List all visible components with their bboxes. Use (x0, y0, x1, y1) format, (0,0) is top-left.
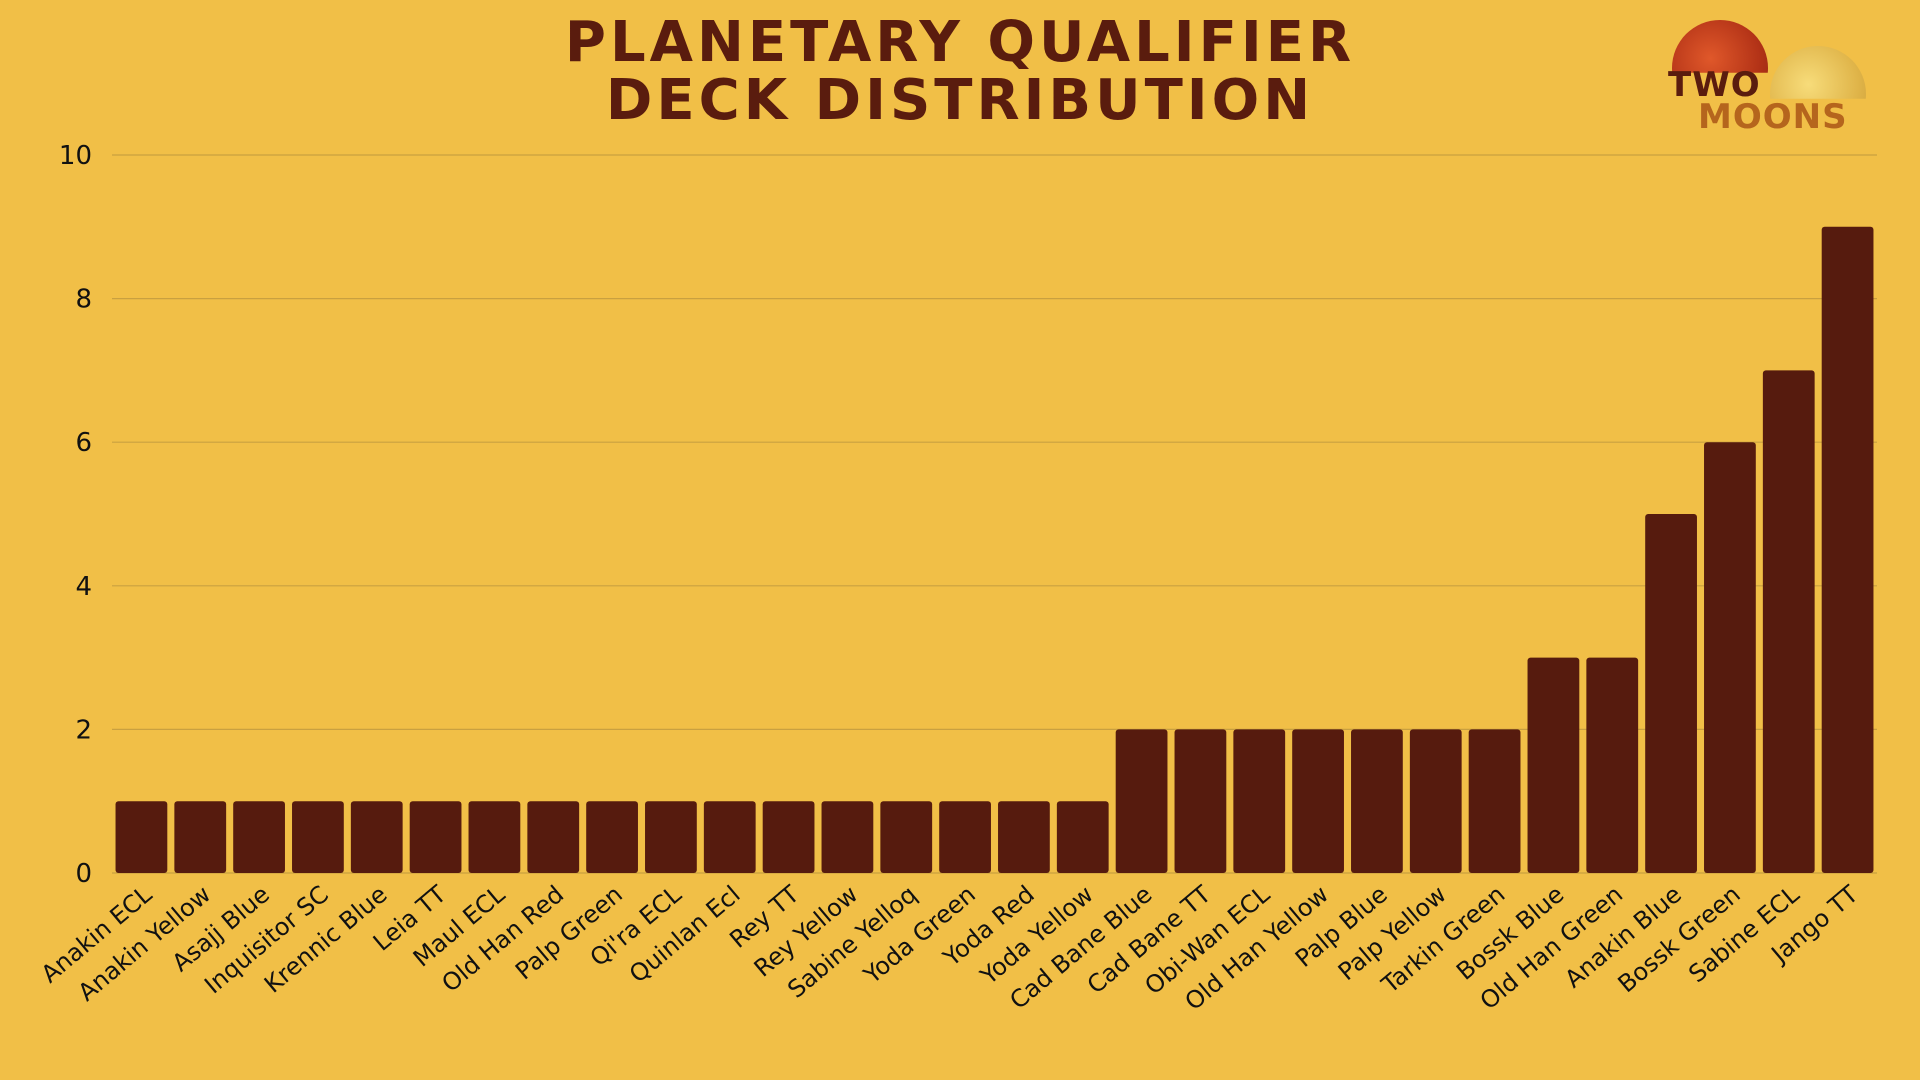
bar-yoda-yellow (1056, 801, 1109, 873)
y-tick-label: 8 (75, 285, 92, 315)
bar-bossk-green (1704, 442, 1756, 873)
gridlines (112, 154, 1877, 874)
bar-qi-ra-ecl (645, 801, 697, 873)
bar-inquisitor-sc (292, 801, 344, 873)
bar-yoda-red (998, 801, 1050, 873)
y-tick-label: 0 (75, 859, 92, 889)
y-axis: 0 2 4 6 8 10 (59, 141, 92, 889)
bar-old-han-yellow (1292, 729, 1344, 873)
bar-cad-bane-tt (1174, 729, 1227, 873)
two-moons-logo: TWO MOONS (1660, 18, 1880, 137)
bar-palp-blue (1351, 729, 1403, 873)
bar-palp-yellow (1409, 729, 1462, 873)
bar-tarkin-green (1468, 729, 1521, 873)
bar-palp-green (586, 801, 638, 873)
bar-sabine-yelloq (880, 801, 933, 873)
bars (115, 226, 1874, 874)
bar-old-han-green (1586, 657, 1639, 873)
bar-bossk-blue (1527, 657, 1580, 873)
bar-asajj-blue (233, 801, 285, 873)
y-tick-label: 10 (59, 141, 92, 171)
bar-quinlan-ecl (703, 801, 756, 873)
chart-title-line-1: Planetary Qualifier (564, 10, 1356, 75)
bar-leia-tt (409, 801, 462, 873)
bar-yoda-green (939, 801, 991, 873)
bar-anakin-blue (1645, 514, 1697, 873)
y-tick-label: 2 (75, 715, 92, 745)
bar-old-han-red (527, 801, 580, 873)
bar-jango-tt (1821, 226, 1874, 874)
logo-word-two: TWO (1668, 65, 1761, 105)
bar-sabine-ecl (1762, 370, 1815, 873)
bar-obi-wan-ecl (1233, 729, 1286, 873)
logo-word-moons: MOONS (1698, 97, 1848, 137)
y-tick-label: 4 (75, 572, 92, 602)
chart-title-line-2: Deck Distribution (605, 68, 1315, 133)
bar-anakin-yellow (174, 801, 227, 873)
bar-cad-bane-blue (1115, 729, 1168, 873)
bar-maul-ecl (468, 801, 521, 873)
y-tick-label: 6 (75, 428, 92, 458)
bar-rey-tt (762, 801, 815, 873)
bar-anakin-ecl (115, 801, 168, 873)
bar-krennic-blue (350, 801, 403, 873)
bar-rey-yellow (821, 801, 874, 873)
chart-title: Planetary Qualifier Deck Distribution (0, 14, 1920, 130)
